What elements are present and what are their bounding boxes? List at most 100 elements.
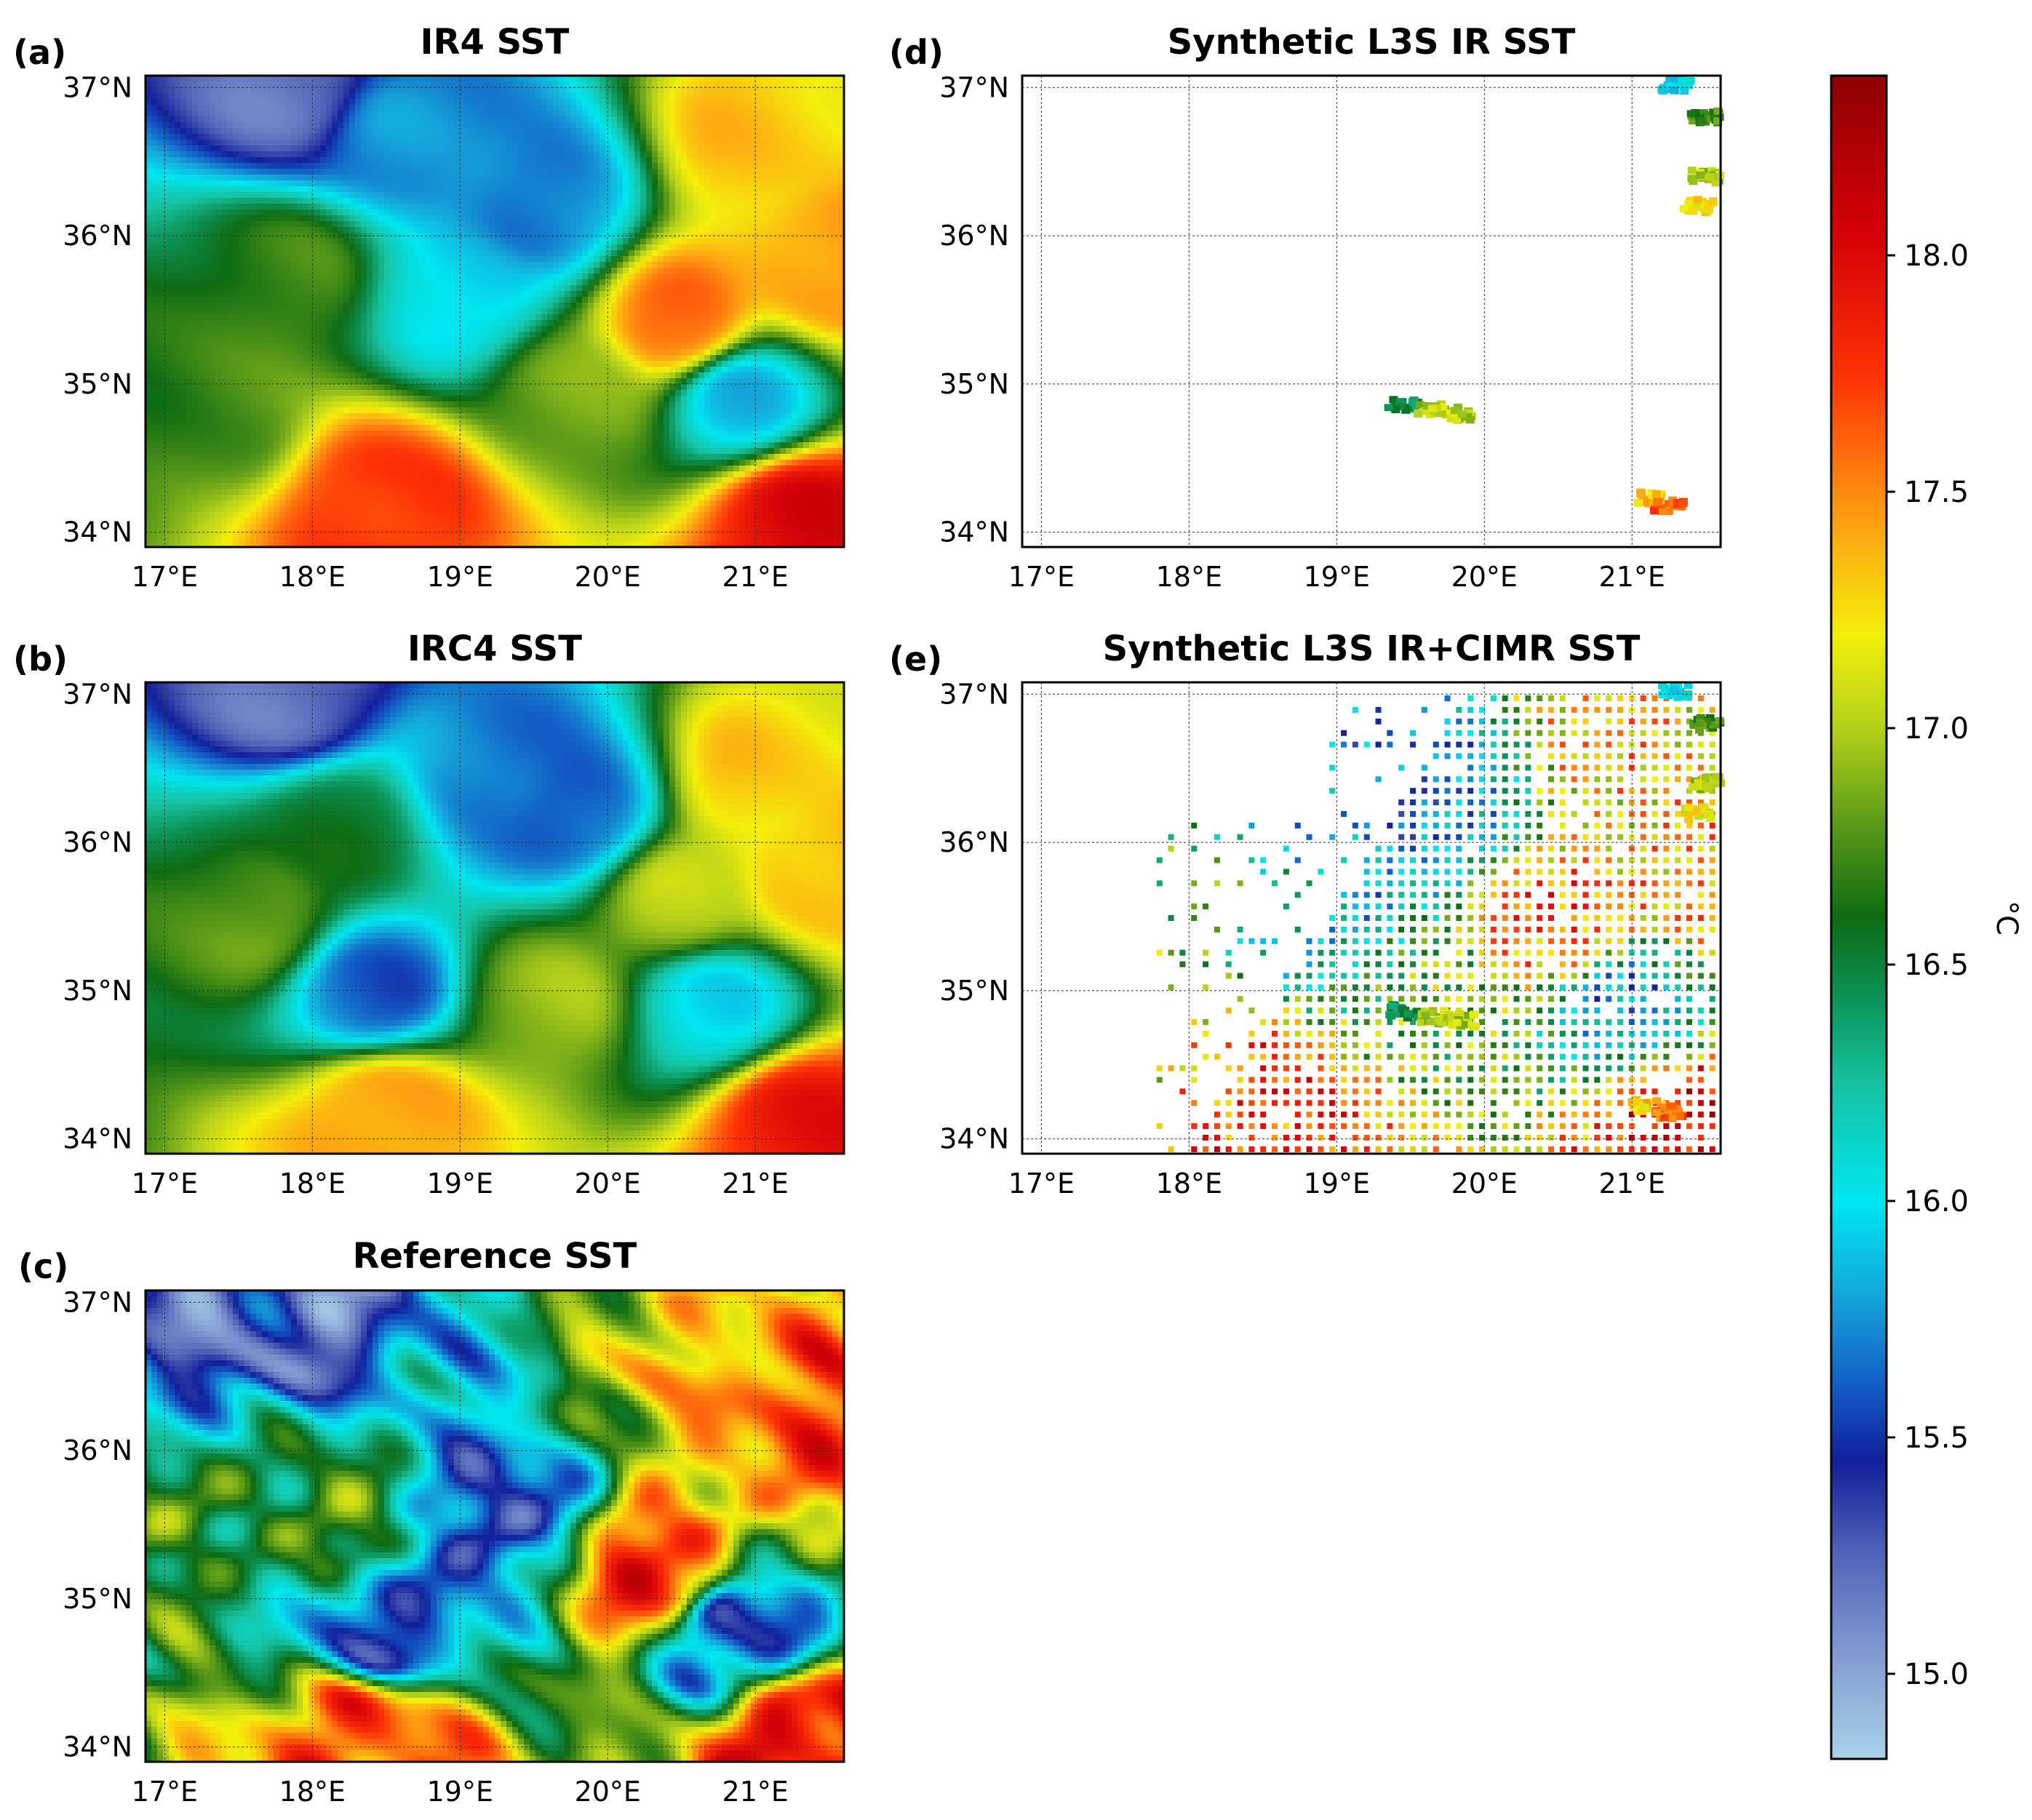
ir-observation [1688, 117, 1697, 125]
cimr-observation [1387, 741, 1393, 748]
cimr-observation [1283, 1053, 1289, 1060]
ir-observation [1390, 402, 1400, 410]
y-tick-label: 37°N [939, 678, 1009, 710]
ir-observation [1448, 1014, 1457, 1022]
cimr-observation [1444, 834, 1451, 840]
cimr-observation [1559, 1042, 1566, 1048]
cimr-observation [1709, 949, 1716, 956]
cimr-observation [1490, 741, 1497, 748]
cimr-observation [1387, 880, 1393, 887]
cimr-observation [1663, 903, 1670, 910]
cimr-observation [1467, 718, 1474, 725]
cimr-observation [1433, 1146, 1439, 1152]
cimr-observation [1490, 695, 1497, 702]
cimr-observation [1537, 857, 1543, 863]
cimr-observation [1352, 1019, 1358, 1026]
cimr-observation [1329, 765, 1336, 771]
cimr-observation [1537, 1030, 1543, 1037]
cimr-observation [1640, 996, 1646, 1002]
cimr-observation [1398, 822, 1405, 829]
cimr-observation [1697, 1100, 1704, 1106]
cimr-observation [1640, 753, 1646, 759]
cimr-observation [1652, 892, 1658, 898]
cimr-observation [1467, 880, 1474, 887]
ir-observation [1711, 780, 1721, 788]
cimr-observation [1156, 1077, 1163, 1083]
cimr-observation [1582, 845, 1589, 852]
cimr-observation [1709, 880, 1716, 887]
cimr-observation [1248, 1042, 1255, 1048]
cimr-observation [1513, 1088, 1520, 1095]
cimr-observation [1490, 765, 1497, 771]
cimr-observation [1582, 799, 1589, 806]
y-tick-label: 34°N [939, 1123, 1009, 1155]
ir-observation [1687, 167, 1697, 175]
cimr-observation [1479, 1134, 1486, 1141]
cimr-observation [1606, 926, 1612, 933]
cimr-observation [1548, 880, 1555, 887]
cimr-observation [1398, 926, 1405, 933]
cimr-observation [1352, 1100, 1358, 1106]
cimr-observation [1467, 765, 1474, 771]
cimr-observation [1433, 1100, 1439, 1106]
cimr-observation [1237, 834, 1243, 840]
cimr-observation [1548, 1065, 1555, 1071]
cimr-observation [1652, 1042, 1658, 1048]
cimr-observation [1548, 1088, 1555, 1095]
cimr-observation [1686, 880, 1692, 887]
cimr-observation [1272, 1100, 1278, 1106]
cimr-observation [1433, 741, 1439, 748]
cimr-observation [1456, 949, 1462, 956]
cimr-observation [1421, 869, 1427, 875]
cimr-observation [1640, 1088, 1646, 1095]
cimr-observation [1283, 1030, 1289, 1037]
ir-observation [1684, 81, 1694, 89]
panel-title: IRC4 SST [407, 628, 582, 669]
ir-observation [1452, 415, 1462, 423]
cimr-observation [1502, 938, 1508, 944]
cimr-observation [1502, 822, 1508, 829]
cimr-observation [1548, 1123, 1555, 1130]
cimr-observation [1663, 788, 1670, 794]
cimr-observation [1571, 1100, 1577, 1106]
cimr-observation [1617, 984, 1623, 991]
cimr-observation [1375, 949, 1382, 956]
cimr-observation [1467, 857, 1474, 863]
cimr-observation [1525, 730, 1531, 736]
cimr-observation [1444, 753, 1451, 759]
cimr-observation [1617, 1134, 1623, 1141]
cimr-observation [1456, 822, 1462, 829]
cimr-observation [1490, 857, 1497, 863]
cimr-observation [1640, 695, 1646, 702]
cimr-observation [1191, 915, 1198, 921]
observations [1156, 682, 1725, 1152]
cimr-observation [1329, 1123, 1336, 1130]
cimr-observation [1421, 984, 1427, 991]
cimr-observation [1594, 834, 1601, 840]
cimr-observation [1433, 1030, 1439, 1037]
cimr-observation [1697, 799, 1704, 806]
cimr-observation [1617, 973, 1623, 979]
cimr-observation [1329, 1077, 1336, 1083]
colorbar-tick-label: 18.0 [1904, 239, 1969, 273]
ir-observation [1422, 402, 1432, 410]
cimr-observation [1675, 845, 1681, 852]
cimr-observation [1456, 903, 1462, 910]
ir-observation [1686, 76, 1695, 84]
cimr-observation [1537, 1053, 1543, 1060]
cimr-observation [1318, 1077, 1324, 1083]
cimr-observation [1168, 1065, 1174, 1071]
cimr-observation [1559, 1007, 1566, 1014]
cimr-observation [1502, 810, 1508, 817]
ir-observation [1703, 202, 1713, 210]
y-tick-label: 35°N [63, 1583, 132, 1615]
cimr-observation [1294, 1030, 1301, 1037]
cimr-observation [1525, 706, 1531, 713]
cimr-observation [1363, 1100, 1370, 1106]
cimr-observation [1456, 1123, 1462, 1130]
cimr-observation [1548, 706, 1555, 713]
cimr-observation [1352, 915, 1358, 921]
cimr-observation [1479, 776, 1486, 783]
cimr-observation [1433, 903, 1439, 910]
cimr-observation [1559, 741, 1566, 748]
